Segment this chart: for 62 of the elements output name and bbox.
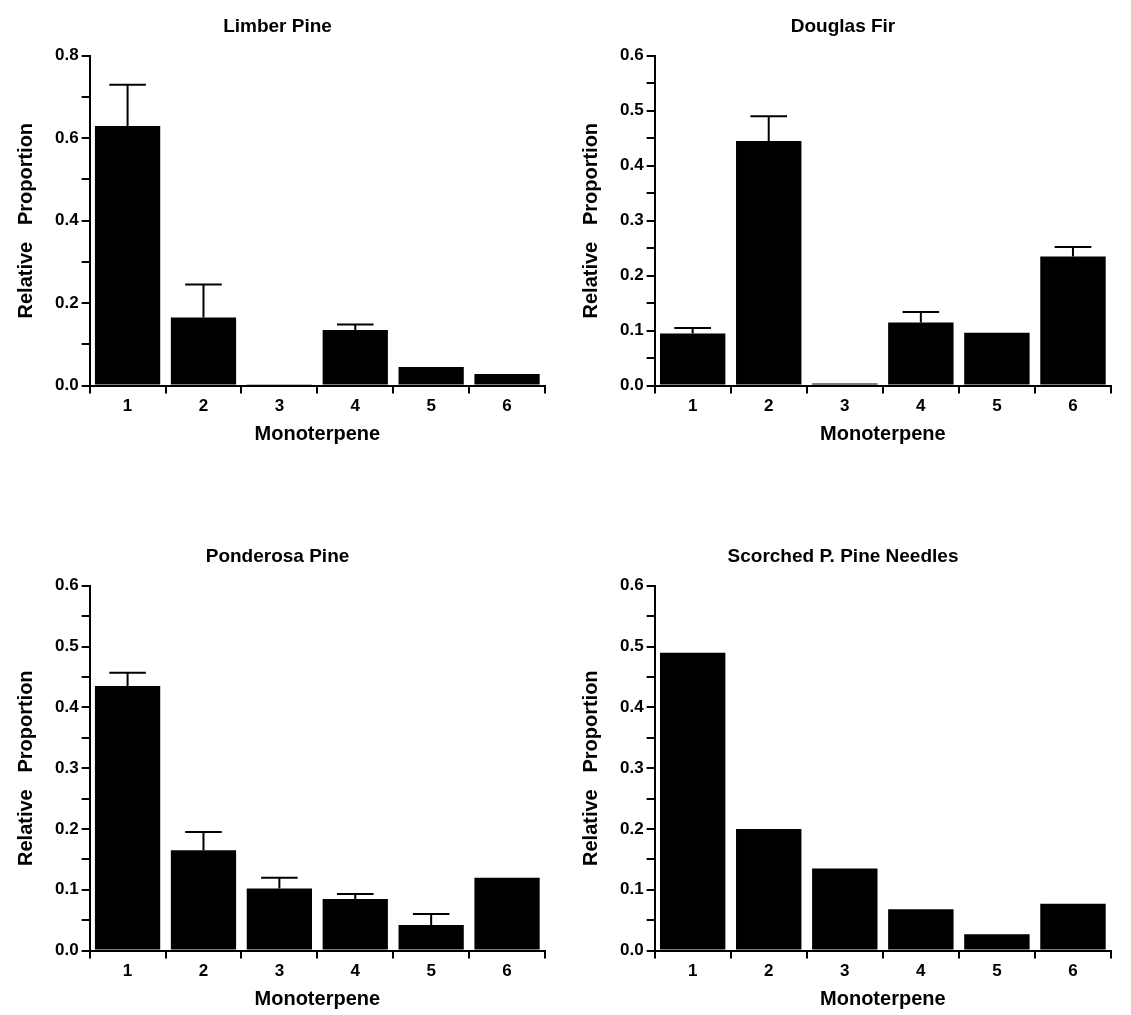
x-tick-label: 2 bbox=[763, 396, 774, 416]
y-tick-label: 0.1 bbox=[619, 320, 644, 340]
y-tick-label: 0.4 bbox=[54, 697, 80, 717]
y-tick-label: 0.2 bbox=[54, 818, 79, 838]
x-tick-label: 4 bbox=[916, 961, 927, 981]
x-axis-title: Monoterpene bbox=[820, 986, 946, 1009]
chart-title: Douglas Fir bbox=[790, 14, 896, 36]
y-axis-title: Relative Proportion bbox=[13, 122, 36, 319]
y-tick-label: 0.6 bbox=[619, 45, 644, 65]
x-axis-title: Monoterpene bbox=[254, 421, 381, 444]
y-tick-label: 0.4 bbox=[619, 697, 645, 717]
y-tick-label: 0.5 bbox=[619, 636, 644, 656]
y-axis-title: Relative Proportion bbox=[13, 670, 36, 866]
y-tick-label: 0.3 bbox=[619, 757, 644, 777]
x-tick-label: 3 bbox=[274, 961, 285, 981]
y-tick-label: 0.6 bbox=[54, 575, 79, 595]
x-tick-label: 5 bbox=[426, 961, 436, 981]
y-tick-label: 0.5 bbox=[619, 100, 644, 120]
x-tick-label: 3 bbox=[274, 396, 285, 416]
y-axis-title: Relative Proportion bbox=[578, 122, 601, 319]
x-tick-label: 5 bbox=[992, 396, 1002, 416]
y-tick-label: 0.2 bbox=[54, 292, 79, 312]
y-tick-label: 0.0 bbox=[619, 375, 644, 395]
chart-title: Ponderosa Pine bbox=[205, 544, 350, 566]
y-tick-label: 0.1 bbox=[54, 879, 79, 899]
y-tick-label: 0.3 bbox=[619, 210, 644, 230]
y-tick-label: 0.2 bbox=[619, 265, 644, 285]
y-tick-label: 0.4 bbox=[619, 155, 645, 175]
x-tick-label: 6 bbox=[1068, 396, 1078, 416]
x-tick-label: 4 bbox=[916, 396, 927, 416]
x-tick-label: 3 bbox=[840, 396, 850, 416]
x-tick-label: 1 bbox=[687, 396, 698, 416]
y-tick-label: 0.6 bbox=[54, 127, 79, 147]
x-tick-label: 1 bbox=[122, 396, 133, 416]
y-tick-label: 0.1 bbox=[619, 879, 644, 899]
y-tick-label: 0.3 bbox=[54, 757, 79, 777]
x-tick-label: 1 bbox=[687, 961, 698, 981]
chart-title: Scorched P. Pine Needles bbox=[727, 544, 959, 566]
x-tick-label: 5 bbox=[992, 961, 1002, 981]
x-tick-label: 3 bbox=[840, 961, 850, 981]
x-tick-label: 6 bbox=[1068, 961, 1078, 981]
x-tick-label: 6 bbox=[502, 396, 512, 416]
y-tick-label: 0.0 bbox=[54, 940, 79, 960]
y-tick-label: 0.8 bbox=[54, 45, 79, 65]
x-tick-label: 2 bbox=[198, 961, 209, 981]
y-tick-label: 0.4 bbox=[54, 210, 80, 230]
x-tick-label: 4 bbox=[350, 961, 361, 981]
y-tick-label: 0.0 bbox=[54, 375, 79, 395]
x-tick-label: 6 bbox=[502, 961, 512, 981]
y-axis-title: Relative Proportion bbox=[578, 670, 601, 866]
x-tick-label: 4 bbox=[350, 396, 361, 416]
x-tick-label: 2 bbox=[198, 396, 209, 416]
x-tick-label: 5 bbox=[426, 396, 436, 416]
x-axis-title: Monoterpene bbox=[254, 986, 381, 1009]
y-tick-label: 0.2 bbox=[619, 818, 644, 838]
x-tick-label: 1 bbox=[122, 961, 133, 981]
y-tick-label: 0.6 bbox=[619, 575, 644, 595]
y-tick-label: 0.0 bbox=[619, 940, 644, 960]
x-axis-title: Monoterpene bbox=[820, 421, 946, 444]
x-tick-label: 2 bbox=[763, 961, 774, 981]
y-tick-label: 0.5 bbox=[54, 636, 79, 656]
chart-title: Limber Pine bbox=[223, 14, 332, 36]
